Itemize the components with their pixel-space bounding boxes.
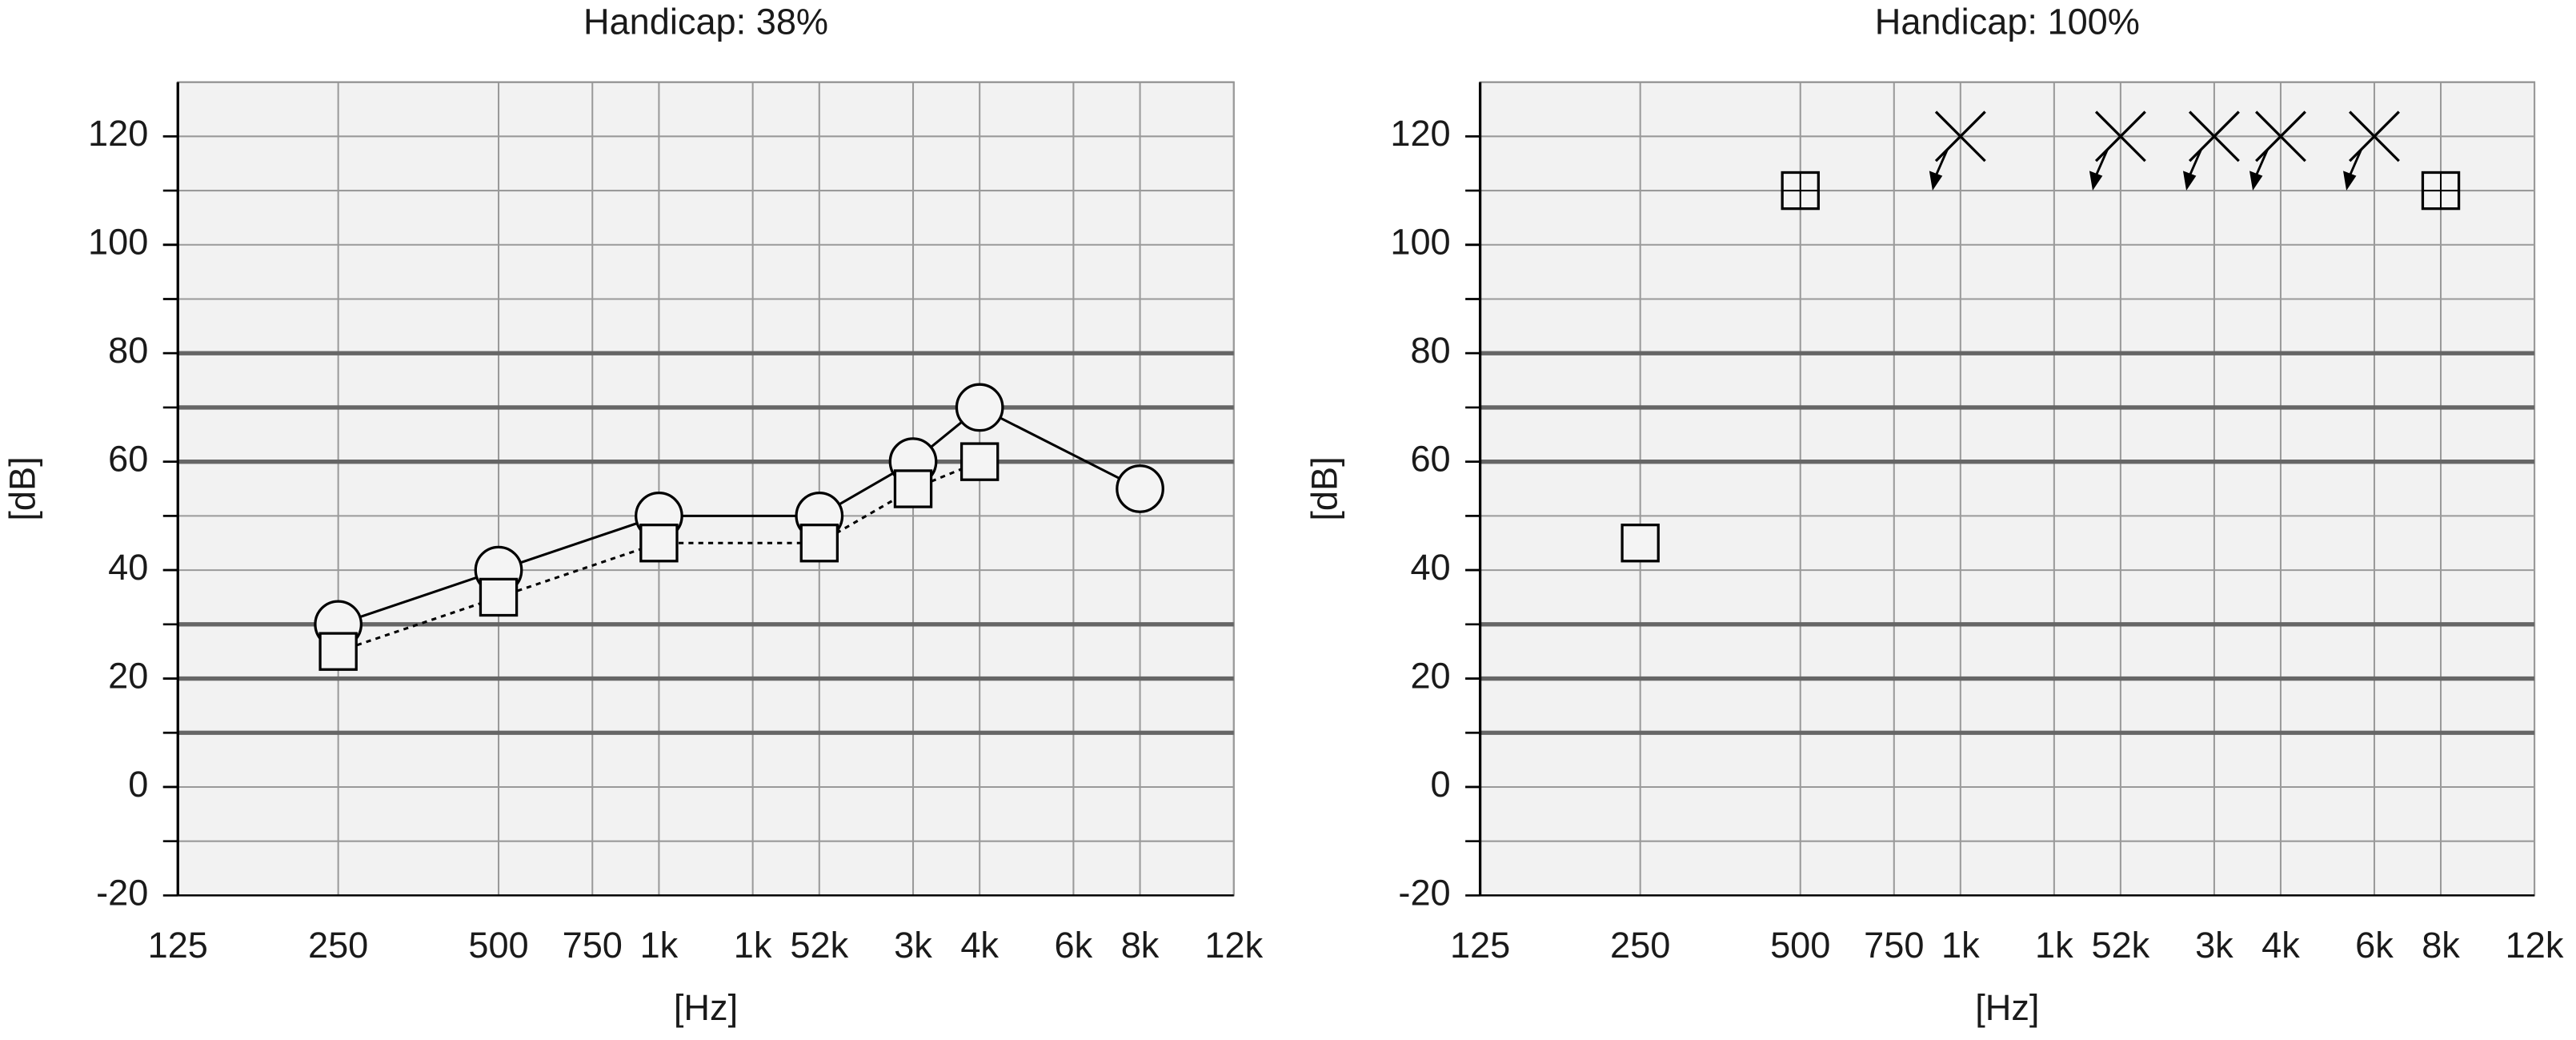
x-tick-label: 3k — [894, 925, 932, 966]
x-marker — [1934, 110, 1986, 163]
arrow-head — [2249, 171, 2263, 191]
y-tick-label: 100 — [1390, 222, 1450, 263]
data-point — [893, 469, 933, 508]
x-tick-label: 1k — [1941, 925, 1980, 966]
x-tick-label: 750 — [1864, 925, 1924, 966]
x-tick-label: 12k — [1204, 925, 1263, 966]
square-marker — [799, 524, 839, 563]
x-marker — [2188, 110, 2240, 163]
data-point — [799, 524, 839, 563]
y-tick-label: 20 — [1410, 655, 1450, 696]
plot-area — [177, 81, 1235, 897]
series-segment — [338, 568, 499, 626]
data-point — [2249, 110, 2306, 191]
x-tick-label: 250 — [308, 925, 368, 966]
data-point — [1621, 524, 1660, 563]
x-axis-label: [Hz] — [674, 987, 738, 1028]
square-marker — [479, 577, 519, 617]
series-segment — [979, 406, 1141, 490]
x-tick-label: 6k — [2355, 925, 2394, 966]
x-tick-label: 6k — [1055, 925, 1093, 966]
no-response-arrow — [2348, 149, 2362, 177]
y-tick-label: 40 — [1410, 547, 1450, 588]
data-point — [2182, 110, 2240, 191]
plot-area — [1479, 81, 2536, 897]
x-tick-label: 125 — [1450, 925, 1510, 966]
no-response-arrow — [1934, 149, 1949, 177]
arrow-head — [2089, 171, 2103, 191]
no-response-arrow — [2254, 149, 2269, 177]
data-point — [1116, 464, 1164, 513]
chart-title: Handicap: 38% — [583, 2, 828, 42]
y-tick-label: 60 — [108, 439, 148, 480]
arrow-head — [2343, 171, 2357, 191]
chart-title: Handicap: 100% — [1875, 2, 2140, 42]
data-point — [1781, 171, 1820, 211]
square-marker — [639, 524, 679, 563]
x-tick-label: 3k — [2195, 925, 2233, 966]
data-point — [1929, 110, 1986, 191]
x-axis-label: [Hz] — [1975, 987, 2039, 1028]
x-tick-label: 125 — [148, 925, 208, 966]
x-tick-label: 750 — [563, 925, 623, 966]
square-cross — [1782, 172, 1819, 209]
chart: 125 250 500 750 1k 1k 52k 3k 4k 6k 8k 12k -20 0 20 40 60… — [1304, 2, 2564, 1028]
x-marker — [2094, 110, 2146, 163]
square-cross — [2422, 172, 2459, 209]
chart: 125 250 500 750 1k 1k 52k 3k 4k 6k 8k 12k -20 0 20 40 60… — [2, 2, 1263, 1028]
arrow-head — [1929, 171, 1943, 191]
x-tick-label: 500 — [468, 925, 528, 966]
y-tick-label: 0 — [1431, 764, 1451, 805]
square-marker — [1621, 524, 1660, 563]
no-response-arrow — [2188, 149, 2202, 177]
x-tick-label: 500 — [1770, 925, 1830, 966]
y-tick-label: 120 — [1390, 113, 1450, 154]
square-marker — [959, 442, 1000, 481]
data-point — [2421, 171, 2461, 211]
square-marker — [893, 469, 933, 508]
y-tick-label: -20 — [1398, 872, 1450, 913]
y-tick-label: 120 — [88, 113, 148, 154]
x-tick-label: 52k — [790, 925, 848, 966]
y-tick-label: 40 — [108, 547, 148, 588]
y-axis-label: [dB] — [1304, 456, 1345, 520]
x-tick-label: 12k — [2506, 925, 2564, 966]
y-tick-label: 0 — [128, 764, 148, 805]
y-tick-label: 60 — [1410, 439, 1450, 480]
data-point — [318, 632, 358, 671]
circle-marker — [955, 383, 1004, 432]
data-point — [2089, 110, 2146, 191]
circle-marker — [1116, 464, 1164, 513]
data-point — [955, 383, 1004, 432]
y-tick-label: -20 — [96, 872, 148, 913]
data-point — [479, 577, 519, 617]
x-marker — [2255, 110, 2306, 163]
y-tick-label: 80 — [108, 330, 148, 371]
data-point — [959, 442, 1000, 481]
x-tick-label: 4k — [960, 925, 999, 966]
y-tick-label: 80 — [1410, 330, 1450, 371]
no-response-arrow — [2094, 149, 2109, 177]
y-tick-label: 20 — [108, 655, 148, 696]
square-marker — [318, 632, 358, 671]
x-tick-label: 8k — [2422, 925, 2460, 966]
x-tick-label: 4k — [2262, 925, 2300, 966]
x-tick-label: 1k — [640, 925, 679, 966]
x-marker — [2349, 110, 2400, 163]
series-segment — [338, 596, 499, 653]
data-point — [639, 524, 679, 563]
x-tick-label: 8k — [1121, 925, 1160, 966]
arrow-head — [2182, 171, 2197, 191]
y-axis-label: [dB] — [2, 456, 42, 520]
x-tick-label: 1k — [734, 925, 772, 966]
data-point — [2343, 110, 2400, 191]
y-tick-label: 100 — [88, 222, 148, 263]
series-segment — [498, 541, 659, 599]
x-tick-label: 52k — [2092, 925, 2150, 966]
x-tick-label: 1k — [2035, 925, 2073, 966]
series-segment — [498, 514, 659, 572]
x-tick-label: 250 — [1610, 925, 1670, 966]
